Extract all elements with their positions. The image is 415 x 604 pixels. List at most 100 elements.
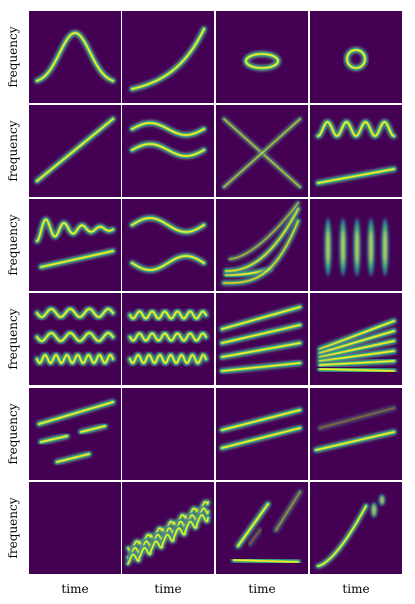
panel-background bbox=[216, 388, 308, 480]
panel-content bbox=[35, 502, 115, 556]
y-axis-label: frequency bbox=[6, 214, 20, 275]
curved-chirp-ridge bbox=[315, 503, 369, 569]
stepped-chirp-ridge bbox=[125, 512, 211, 567]
panel-content bbox=[218, 303, 304, 375]
panel-content bbox=[314, 118, 398, 187]
vertical-burst bbox=[323, 217, 333, 277]
panel-content bbox=[35, 398, 117, 466]
panel-content bbox=[323, 217, 390, 277]
y-axis-label: frequency bbox=[6, 120, 20, 181]
fan-chirp-ridge bbox=[316, 317, 398, 353]
spectrogram-panel-r2-c4 bbox=[310, 105, 402, 197]
fm-tone-ridge bbox=[126, 330, 210, 344]
panel-content bbox=[33, 29, 117, 85]
fan-chirp-ridge bbox=[316, 365, 398, 375]
spectrogram-panel-r3-c4 bbox=[310, 199, 402, 291]
linear-chirp-ridge bbox=[37, 247, 117, 271]
curved-chirp-ridge bbox=[222, 205, 302, 275]
y-axis-label: frequency bbox=[6, 308, 20, 369]
spectrogram-panel-r4-c2 bbox=[122, 293, 214, 385]
spectrogram-panel-r1-c2 bbox=[122, 11, 214, 103]
y-axis-label: frequency bbox=[6, 497, 20, 558]
linear-chirp-ridge bbox=[218, 321, 304, 347]
vertical-burst bbox=[366, 217, 376, 277]
spectral-burst bbox=[378, 494, 386, 506]
chirp-segment-ridge bbox=[37, 432, 71, 446]
panel-content bbox=[312, 404, 398, 454]
panel-content bbox=[220, 200, 302, 287]
panel-background bbox=[122, 199, 214, 291]
spectrogram-panel-r5-c1 bbox=[29, 388, 121, 480]
y-axis-label: frequency bbox=[6, 26, 20, 87]
panel-content bbox=[33, 115, 117, 185]
damped-fm-ridge bbox=[33, 216, 117, 245]
panel-content bbox=[242, 50, 282, 72]
linear-chirp-ridge bbox=[218, 359, 304, 375]
panel-background bbox=[29, 11, 121, 103]
spectrogram-panel-r4-c3 bbox=[216, 293, 308, 385]
x-axis-label: time bbox=[342, 582, 369, 596]
panel-content bbox=[128, 214, 208, 274]
fan-chirp-ridge bbox=[316, 327, 398, 357]
spectrogram-panel-r2-c3 bbox=[216, 105, 308, 197]
vertical-burst bbox=[352, 217, 362, 277]
exponential-chirp-ridge bbox=[128, 25, 208, 93]
spectrogram-panel-r1-c4 bbox=[310, 11, 402, 103]
vertical-burst bbox=[380, 217, 390, 277]
linear-chirp-ridge bbox=[218, 424, 304, 452]
y-axis-label: frequency bbox=[6, 403, 20, 464]
faint-chirp-ridge bbox=[316, 404, 398, 432]
fm-tone-ridge bbox=[128, 119, 208, 139]
panel-content bbox=[316, 317, 398, 375]
diagonal-segment-ridge bbox=[272, 488, 304, 534]
spectrogram-panel-r5-c4 bbox=[310, 388, 402, 480]
linear-chirp-ridge bbox=[312, 428, 398, 454]
fan-chirp-ridge bbox=[316, 357, 398, 369]
ellipse-ridge bbox=[242, 50, 282, 72]
panel-background bbox=[29, 199, 121, 291]
panel-content bbox=[230, 488, 304, 566]
panel-content bbox=[33, 216, 117, 271]
linear-chirp-ridge bbox=[33, 115, 117, 185]
spectrogram-panel-r6-c4 bbox=[310, 482, 402, 574]
circle-ridge bbox=[343, 46, 369, 72]
spectrogram-panel-r6-c2 bbox=[122, 482, 214, 574]
panel-content bbox=[33, 305, 117, 367]
spectrogram-panel-r1-c1 bbox=[29, 11, 121, 103]
spectral-burst bbox=[369, 502, 379, 518]
diagonal-segment-ridge bbox=[246, 526, 264, 548]
fm-tone-ridge bbox=[128, 252, 208, 274]
spectrogram-panel-r6-c3 bbox=[216, 482, 308, 574]
y-axis-labels: frequency frequency frequency frequency freq… bbox=[6, 26, 20, 558]
panel-content bbox=[128, 25, 208, 93]
panel-content bbox=[126, 308, 210, 367]
spectrogram-panel-r3-c3 bbox=[216, 199, 308, 291]
x-axis-label: time bbox=[61, 582, 88, 596]
panel-content bbox=[221, 116, 303, 190]
spectrogram-panel-r1-c3 bbox=[216, 11, 308, 103]
chirp-ridge bbox=[221, 116, 303, 190]
vertical-burst bbox=[338, 217, 348, 277]
spectrogram-panel-r4-c4 bbox=[310, 293, 402, 385]
linear-chirp-ridge bbox=[218, 303, 304, 333]
fm-tone-ridge bbox=[126, 308, 210, 322]
spectrogram-panel-r2-c1 bbox=[29, 105, 121, 197]
spectrogram-panel-r3-c1 bbox=[29, 199, 121, 291]
spectrogram-panel-r2-c2 bbox=[122, 105, 214, 197]
fm-tone-ridge bbox=[128, 140, 208, 160]
curved-chirp-ridge bbox=[227, 200, 301, 262]
spectrogram-panel-r6-c1 bbox=[29, 482, 121, 574]
linear-chirp-ridge bbox=[218, 406, 304, 434]
panel-content bbox=[218, 406, 304, 452]
panel-content bbox=[343, 46, 369, 72]
spectrogram-panel-r4-c1 bbox=[29, 293, 121, 385]
spectrogram-panel-r3-c2 bbox=[122, 199, 214, 291]
fm-tone-ridge bbox=[33, 305, 117, 321]
fm-tone-ridge bbox=[126, 351, 210, 367]
linear-chirp-ridge bbox=[314, 165, 398, 187]
spectrogram-panel-r5-c2 bbox=[122, 388, 214, 480]
fm-tone-ridge bbox=[33, 329, 117, 345]
panel-content bbox=[315, 494, 394, 569]
fm-tone-ridge bbox=[33, 351, 117, 367]
